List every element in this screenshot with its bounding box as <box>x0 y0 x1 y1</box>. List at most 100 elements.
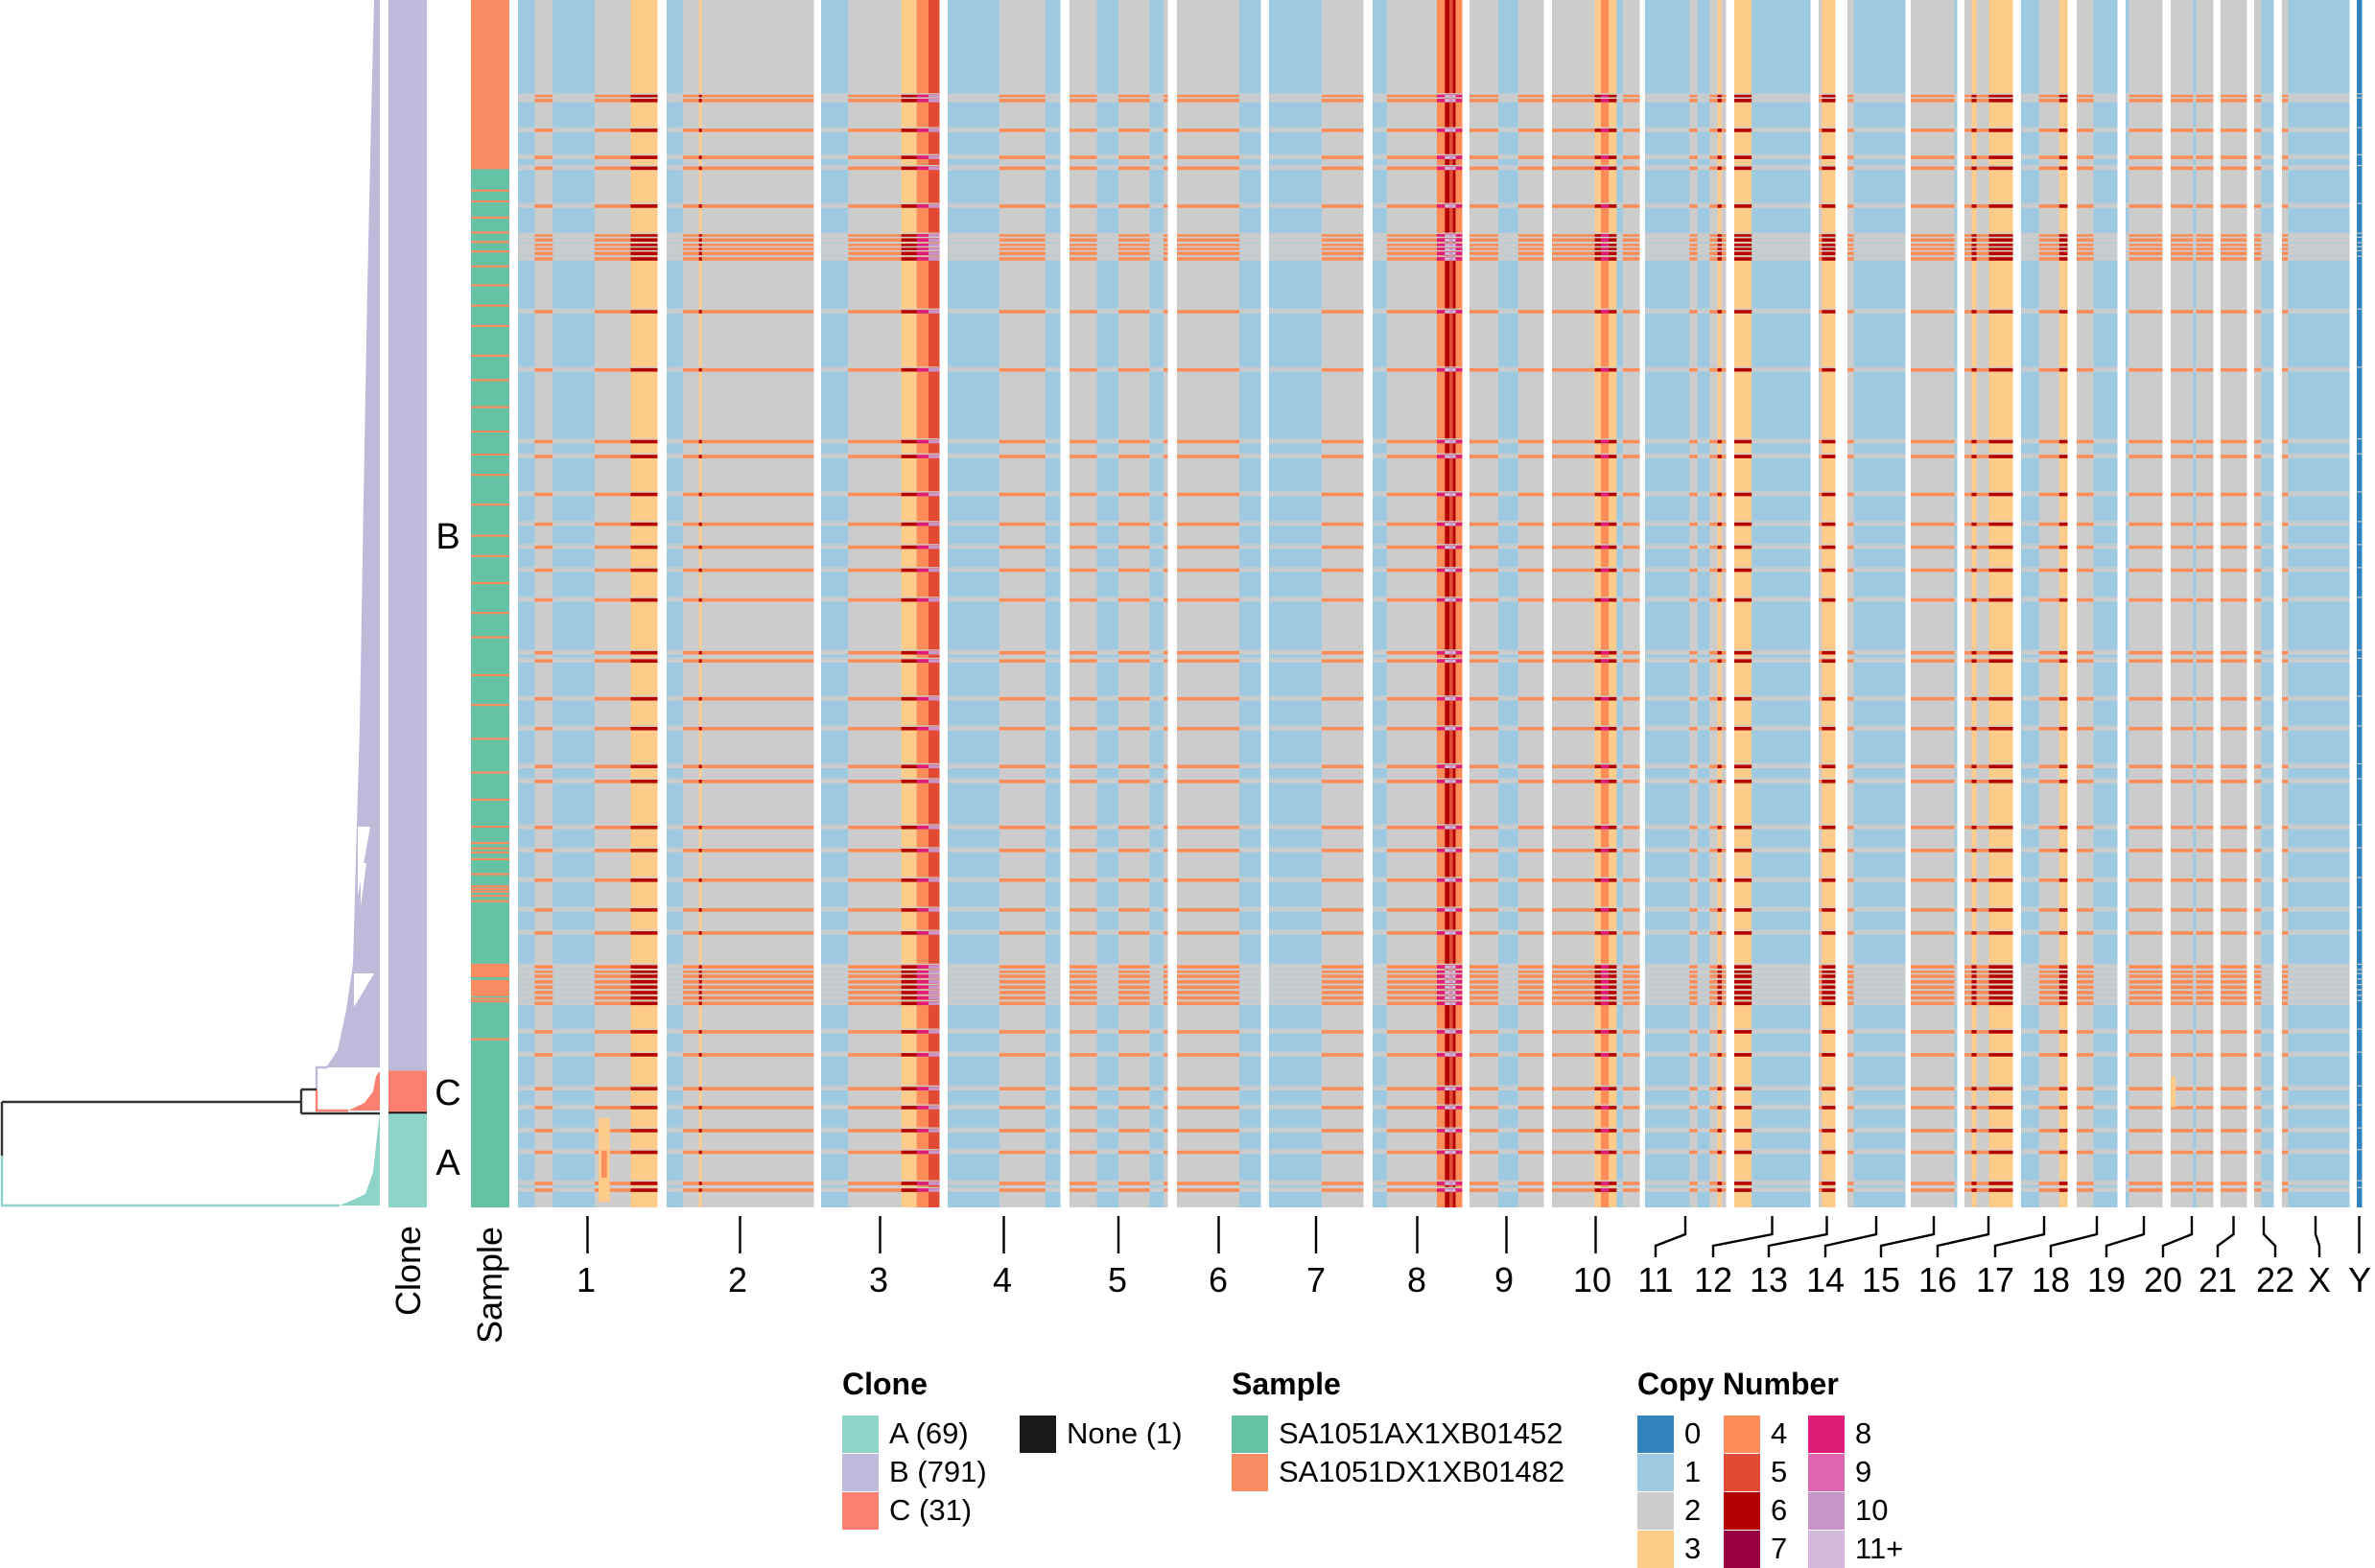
heatmap-cell-row-565 <box>1718 764 1723 768</box>
heatmap-cell-row-724 <box>1819 980 1822 984</box>
heatmap-cell-row-272 <box>2128 368 2162 372</box>
heatmap-row-separator <box>1911 438 1957 439</box>
heatmap-row-separator <box>518 154 657 155</box>
heatmap-cell-row-386 <box>1689 523 1698 527</box>
heatmap-cell-row-336 <box>1847 455 1854 458</box>
heatmap-cell-row-850 <box>1616 1151 1623 1155</box>
heatmap-row-separator <box>2077 1086 2117 1087</box>
heatmap-cell-row-732 <box>1445 991 1449 995</box>
heatmap-cell-row-576 <box>1470 780 1499 784</box>
heatmap-cell-row-272 <box>1734 368 1752 372</box>
heatmap-cell-row-487 <box>683 659 699 663</box>
heatmap-cell-row-186 <box>1595 252 1602 256</box>
heatmap-row-separator <box>1734 695 1810 696</box>
heatmap-cell-row-834 <box>1046 1129 1061 1133</box>
heatmap-cell-row-515 <box>2126 697 2129 701</box>
heatmap-cell-row-761 <box>2077 1030 2094 1034</box>
heatmap-row-separator <box>2126 824 2162 825</box>
heatmap-cell-row-364 <box>1822 493 1835 497</box>
heatmap-cell-row-713 <box>1972 965 1978 969</box>
sample-bar-cell <box>471 772 509 774</box>
heatmap-cell-row-728 <box>2128 986 2162 990</box>
heatmap-cell-row-873 <box>2261 1182 2273 1185</box>
heatmap-cell-row-151 <box>1239 204 1260 208</box>
heatmap-cell-row-115 <box>1498 155 1518 159</box>
heatmap-row-separator <box>1645 256 1726 257</box>
heatmap-row-separator <box>1964 695 2012 696</box>
heatmap-row-separator <box>667 233 813 234</box>
heatmap-cell-row-420 <box>1164 569 1168 573</box>
heatmap-cell-row-420 <box>1718 569 1723 573</box>
heatmap-cell-row-73 <box>821 99 849 103</box>
heatmap-cell-row-610 <box>1070 826 1097 830</box>
heatmap-cell-row-336 <box>1322 455 1364 458</box>
heatmap-cell-row-386 <box>1854 523 1906 527</box>
heatmap-row-separator <box>1070 984 1167 985</box>
heatmap-cell-row-386 <box>1269 523 1322 527</box>
heatmap-cell-row-873 <box>2193 1182 2197 1185</box>
heatmap-cell-row-95 <box>1498 129 1518 132</box>
heatmap-cell-row-487 <box>667 659 683 663</box>
chromosome-label-15: 15 <box>1862 1263 1900 1298</box>
heatmap-cell-row-649 <box>1070 878 1097 882</box>
heatmap-row-separator <box>1070 242 1167 243</box>
heatmap-cell-row-229 <box>948 310 999 314</box>
heatmap-cell-row-95 <box>1709 129 1718 132</box>
heatmap-row-separator <box>1470 1187 1543 1188</box>
heatmap-cell-row-878 <box>1734 1188 1752 1192</box>
heatmap-cell-row-386 <box>2254 523 2262 527</box>
heatmap-row-separator <box>1734 256 1810 257</box>
heatmap-cell-row-688 <box>1718 931 1723 935</box>
heatmap-cell-row-610 <box>1964 826 1972 830</box>
heatmap-cell-row-834 <box>2077 1129 2094 1133</box>
heatmap-row-separator <box>667 1128 813 1129</box>
heatmap-cell-row-115 <box>1698 155 1710 159</box>
clone-axis-label: Clone <box>391 1226 426 1316</box>
heatmap-cell-row-761 <box>848 1030 902 1034</box>
heatmap-cell-row-515 <box>2254 697 2262 701</box>
heatmap-cell-row-728 <box>1164 986 1168 990</box>
heatmap-row-separator <box>1552 847 1639 848</box>
heatmap-row-separator <box>1552 1105 1639 1106</box>
heatmap-cell-row-736 <box>2021 996 2039 1000</box>
heatmap-cell-row-713 <box>1387 965 1438 969</box>
heatmap-cell-row-515 <box>848 697 902 701</box>
heatmap-cell-row-364 <box>1623 493 1640 497</box>
heatmap-cell-row-386 <box>2094 523 2118 527</box>
heatmap-cell-row-834 <box>1239 1129 1260 1133</box>
heatmap-row-separator <box>1470 366 1543 367</box>
heatmap-cell-row-688 <box>2039 931 2060 935</box>
heatmap-cell-row-123 <box>1819 167 1822 171</box>
heatmap-cell-row-878 <box>1616 1188 1623 1192</box>
heatmap-row-separator <box>821 1105 939 1106</box>
heatmap-cell-row-565 <box>1955 764 1958 768</box>
heatmap-cell-row-728 <box>1709 986 1718 990</box>
heatmap-cell-row-720 <box>1070 974 1097 978</box>
heatmap-row-separator <box>518 567 657 568</box>
sample-bar-cell <box>471 241 509 243</box>
heatmap-row-separator <box>1373 695 1462 696</box>
chromosome-label-3: 3 <box>869 1263 888 1298</box>
sample-bar-cell <box>471 1000 509 1002</box>
legend-clone-title: Clone <box>842 1367 928 1402</box>
heatmap-cell-row-778 <box>1097 1053 1119 1057</box>
heatmap-cell-row-834 <box>630 1129 657 1133</box>
heatmap-cell-row-834 <box>1322 1129 1364 1133</box>
heatmap-row-separator <box>2171 1000 2213 1001</box>
heatmap-cell-row-176 <box>1373 238 1387 242</box>
heatmap-cell-row-123 <box>1601 167 1610 171</box>
heatmap-cell-row-186 <box>1373 252 1387 256</box>
heatmap-row-separator <box>1734 658 1810 659</box>
heatmap-cell-row-186 <box>1718 252 1723 256</box>
heatmap-cell-row-576 <box>1989 780 2013 784</box>
heatmap-cell-row-761 <box>534 1030 553 1034</box>
heatmap-cell-row-736 <box>2221 996 2247 1000</box>
heatmap-cell-row-336 <box>1070 455 1097 458</box>
heatmap-cell-row-740 <box>1449 1001 1453 1005</box>
heatmap-row-separator <box>2282 1086 2349 1087</box>
heatmap-cell-row-325 <box>1239 440 1260 444</box>
heatmap-cell-row-740 <box>1911 1001 1955 1005</box>
heatmap-cell-row-728 <box>1601 986 1610 990</box>
heatmap-cell-row-481 <box>667 651 683 655</box>
heatmap-cell-row-336 <box>1595 455 1602 458</box>
